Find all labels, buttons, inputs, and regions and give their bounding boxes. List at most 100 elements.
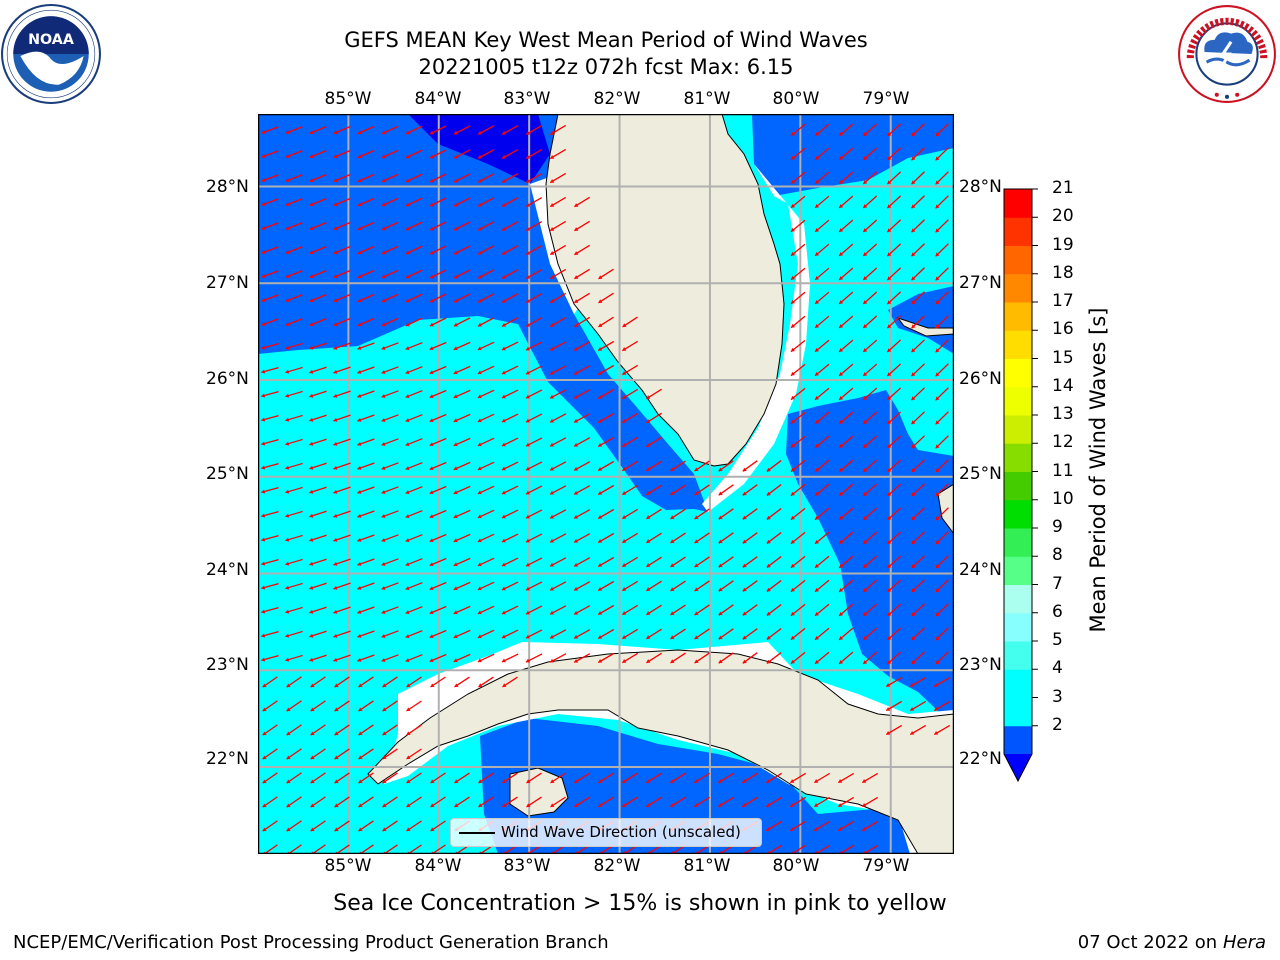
chart-subtitle: 20221005 t12z 072h fcst Max: 6.15: [418, 55, 794, 79]
wave-direction-arrowhead: [550, 562, 555, 567]
wave-direction-arrowhead: [334, 731, 339, 736]
wave-direction-arrowhead: [357, 298, 362, 303]
wave-direction-arrowhead: [911, 516, 916, 521]
wave-direction-arrowhead: [261, 585, 266, 590]
colorbar-tick-label: 19: [1052, 234, 1074, 255]
wave-direction-arrowhead: [406, 707, 411, 712]
colorbar-bin: [1004, 386, 1032, 416]
wave-direction-arrowhead: [358, 683, 363, 688]
wave-direction-arrowhead: [261, 465, 266, 470]
wave-direction-arrowhead: [357, 585, 362, 590]
wave-direction-arrowhead: [309, 393, 314, 398]
wave-direction-arrowhead: [501, 562, 506, 567]
wave-direction-arrowhead: [622, 443, 627, 447]
wave-direction-arrowhead: [261, 369, 266, 374]
wave-direction-arrowhead: [261, 513, 266, 518]
wave-direction-arrowhead: [357, 178, 362, 183]
wave-direction-arrowhead: [574, 299, 579, 303]
wave-direction-arrowhead: [525, 346, 530, 351]
wave-direction-arrowhead: [501, 370, 506, 375]
wave-direction-arrowhead: [622, 395, 627, 399]
wave-direction-arrowhead: [863, 372, 868, 376]
wave-direction-arrowhead: [718, 563, 723, 568]
wave-direction-arrowhead: [285, 441, 290, 446]
wave-direction-arrowhead: [381, 154, 386, 159]
wave-direction-arrowhead: [333, 465, 338, 470]
wave-direction-arrowhead: [502, 250, 507, 255]
wave-direction-arrowhead: [333, 417, 338, 422]
wave-direction-arrowhead: [381, 393, 386, 398]
wave-direction-arrowhead: [887, 132, 892, 137]
lat-tick-label: 25°N: [206, 464, 249, 484]
wave-direction-arrowhead: [357, 465, 362, 470]
wave-direction-arrowhead: [911, 372, 916, 377]
wave-direction-arrowhead: [453, 562, 458, 567]
wave-direction-arrowhead: [333, 345, 338, 350]
wave-direction-arrowhead: [574, 562, 579, 567]
wave-direction-arrowhead: [887, 228, 892, 233]
wave-direction-arrowhead: [598, 323, 603, 327]
wave-direction-arrowhead: [309, 465, 314, 470]
wave-direction-arrowhead: [333, 609, 338, 614]
wave-direction-arrowhead: [574, 203, 579, 207]
wave-direction-arrowhead: [357, 345, 362, 350]
wave-direction-arrowhead: [911, 228, 916, 233]
wave-direction-arrowhead: [935, 420, 940, 425]
colorbar-bin: [1004, 584, 1032, 614]
wave-direction-arrowhead: [694, 659, 699, 664]
wave-direction-arrowhead: [815, 635, 820, 640]
wave-direction-arrowhead: [453, 466, 458, 471]
wave-direction-arrowhead: [742, 491, 747, 496]
wave-direction-arrowhead: [382, 755, 387, 760]
wave-direction-arrowhead: [815, 467, 820, 472]
wave-direction-arrowhead: [694, 467, 699, 472]
wave-direction-arrowhead: [887, 180, 892, 185]
colorbar-tick-label: 20: [1052, 206, 1074, 227]
lat-tick-label: 22°N: [206, 749, 249, 769]
wave-direction-arrowhead: [285, 561, 290, 566]
wave-direction-arrowhead: [550, 490, 555, 495]
wave-direction-arrowhead: [839, 540, 844, 544]
wave-direction-arrowhead: [742, 515, 747, 520]
footer-org: NCEP/EMC/Verification Post Processing Pr…: [13, 932, 609, 953]
wave-direction-arrowhead: [766, 467, 771, 472]
wave-direction-arrowhead: [286, 707, 291, 712]
wave-direction-arrowhead: [454, 298, 458, 303]
wave-direction-arrowhead: [935, 636, 940, 641]
wave-direction-arrowhead: [887, 396, 892, 401]
colorbar-tick-label: 12: [1052, 432, 1074, 453]
wave-direction-arrowhead: [790, 659, 795, 664]
wave-direction-arrowhead: [285, 250, 290, 255]
wave-direction-arrowhead: [574, 251, 579, 255]
wave-direction-arrowhead: [429, 154, 434, 159]
wave-direction-arrowhead: [598, 275, 603, 279]
wave-direction-arrowhead: [477, 586, 482, 591]
wave-direction-arrowhead: [574, 586, 579, 591]
wave-direction-arrowhead: [381, 417, 386, 422]
wave-direction-arrowhead: [815, 371, 820, 376]
wave-direction-arrowhead: [839, 252, 844, 256]
wave-direction-arrowhead: [622, 539, 627, 543]
wave-direction-arrowhead: [887, 516, 892, 521]
wave-direction-arrowhead: [622, 515, 627, 519]
wave-direction-arrowhead: [429, 442, 434, 447]
wave-direction-arrowhead: [309, 585, 314, 590]
wave-direction-arrowhead: [429, 586, 434, 591]
wave-direction-arrowhead: [742, 611, 747, 616]
wave-direction-arrowhead: [863, 252, 868, 257]
wave-direction-arrowhead: [815, 611, 820, 616]
wave-direction-arrowhead: [670, 587, 675, 591]
wave-direction-arrowhead: [454, 683, 459, 687]
wave-direction-arrowhead: [694, 779, 699, 783]
wave-direction-arrowhead: [574, 634, 579, 639]
wave-direction-arrowhead: [935, 492, 940, 497]
colorbar-bin: [1004, 556, 1032, 585]
wave-direction-arrowhead: [502, 178, 507, 183]
wave-direction-arrowhead: [429, 370, 434, 375]
wave-direction-arrowhead: [911, 252, 916, 257]
wave-direction-arrowhead: [382, 803, 387, 808]
wave-direction-arrowhead: [429, 202, 434, 207]
wave-direction-arrowhead: [525, 562, 530, 567]
wave-direction-arrowhead: [622, 371, 627, 375]
wave-direction-arrowhead: [839, 444, 844, 448]
